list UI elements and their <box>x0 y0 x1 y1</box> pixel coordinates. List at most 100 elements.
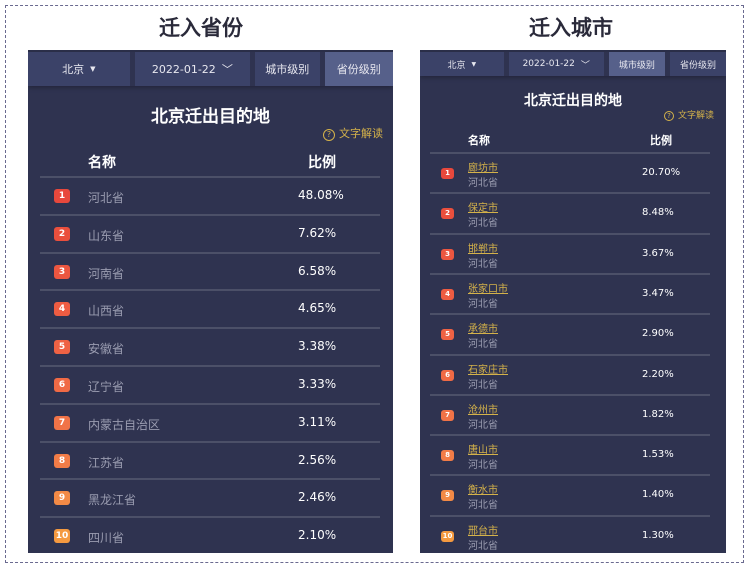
table-row: 9 衡水市 河北省 1.40% <box>430 474 710 515</box>
city-link[interactable]: 保定市 <box>468 203 498 215</box>
rank-badge: 8 <box>54 453 70 468</box>
province-name: 河北省 <box>468 379 498 391</box>
tab-city-level[interactable]: 城市级别 <box>255 52 320 86</box>
ratio-value: 2.56% <box>298 452 337 467</box>
rank-badge: 1 <box>54 189 70 203</box>
ratio-value: 2.20% <box>642 368 674 380</box>
province-name: 河北省 <box>468 540 498 552</box>
column-header-ratio: 比例 <box>650 134 672 147</box>
table-row: 4 张家口市 河北省 3.47% <box>430 272 710 314</box>
column-header-name: 名称 <box>88 155 116 171</box>
text-explain-link[interactable]: ? 文字解读 <box>323 125 383 141</box>
rank-badge: 5 <box>441 329 454 341</box>
province-name: 河北省 <box>468 218 498 230</box>
province-name: 四川省 <box>88 531 125 546</box>
ratio-value: 3.67% <box>642 247 674 259</box>
city-link[interactable]: 承德市 <box>468 324 498 336</box>
ratio-value: 1.30% <box>642 529 674 541</box>
rank-badge: 7 <box>441 409 454 421</box>
rank-badge: 5 <box>54 340 70 355</box>
table-row: 3 邯郸市 河北省 3.67% <box>430 232 710 274</box>
table-row: 3 河南省 6.58% <box>40 251 380 290</box>
table-row: 7 内蒙古自治区 3.11% <box>40 402 380 441</box>
city-link[interactable]: 邢台市 <box>468 525 498 537</box>
rank-badge: 2 <box>441 208 454 220</box>
city-panel: 北京 ▼ 2022-01-22 ﹀ 城市级别 省份级别 北京迁出目的地 ? 文字解读 … <box>420 50 726 553</box>
city-dropdown[interactable]: 北京 ▼ <box>28 52 130 86</box>
table-row: 4 山西省 4.65% <box>40 289 380 327</box>
province-name: 河北省 <box>468 460 498 472</box>
table-row: 10 四川省 2.10% <box>40 516 380 553</box>
province-name: 河南省 <box>88 266 125 281</box>
toolbar: 北京 ▼ 2022-01-22 ﹀ 城市级别 省份级别 <box>28 52 393 86</box>
rank-badge: 6 <box>441 369 454 381</box>
rank-badge: 8 <box>441 450 454 462</box>
province-name: 河北省 <box>468 339 498 351</box>
province-name: 山西省 <box>88 304 125 319</box>
rank-badge: 7 <box>54 415 70 430</box>
table-row: 2 保定市 河北省 8.48% <box>430 192 710 233</box>
ratio-value: 8.48% <box>642 207 674 219</box>
city-value: 北京 <box>447 60 466 71</box>
city-link[interactable]: 沧州市 <box>468 404 498 416</box>
rank-badge: 9 <box>54 491 70 506</box>
rank-badge: 3 <box>54 264 70 279</box>
chevron-down-icon: ﹀ <box>580 60 590 71</box>
panel-title: 北京迁出目的地 <box>151 107 270 127</box>
province-name: 河北省 <box>468 258 498 270</box>
ratio-value: 3.11% <box>298 414 337 429</box>
city-link[interactable]: 石家庄市 <box>468 364 508 376</box>
table-row: 7 沧州市 河北省 1.82% <box>430 393 710 435</box>
ratio-value: 2.90% <box>642 328 674 340</box>
tab-province-level[interactable]: 省份级别 <box>669 52 726 76</box>
table-row: 8 江苏省 2.56% <box>40 440 380 479</box>
help-icon: ? <box>323 129 335 141</box>
city-link[interactable]: 张家口市 <box>468 283 508 295</box>
tab-city-level[interactable]: 城市级别 <box>608 52 665 76</box>
rank-badge: 6 <box>54 378 70 392</box>
date-picker[interactable]: 2022-01-22 ﹀ <box>134 52 251 86</box>
ratio-value: 1.53% <box>642 449 674 461</box>
panel-title: 北京迁出目的地 <box>524 93 622 109</box>
province-name: 河北省 <box>468 298 498 310</box>
heading-left: 迁入省份 <box>159 16 243 40</box>
ratio-value: 2.46% <box>298 490 337 505</box>
province-name: 河北省 <box>468 178 498 189</box>
province-name: 黑龙江省 <box>88 493 137 508</box>
city-link[interactable]: 邯郸市 <box>468 243 498 255</box>
help-label: 文字解读 <box>339 127 383 140</box>
rank-badge: 4 <box>54 302 70 317</box>
date-picker[interactable]: 2022-01-22 ﹀ <box>508 52 604 76</box>
province-name: 河北省 <box>88 191 125 205</box>
text-explain-link[interactable]: ? 文字解读 <box>663 108 714 121</box>
ratio-value: 48.08% <box>298 188 344 202</box>
help-label: 文字解读 <box>677 111 714 121</box>
ratio-value: 4.65% <box>298 301 337 316</box>
toolbar: 北京 ▼ 2022-01-22 ﹀ 城市级别 省份级别 <box>420 52 726 76</box>
caret-down-icon: ▼ <box>90 65 96 73</box>
ratio-value: 2.10% <box>298 528 337 543</box>
province-name: 河北省 <box>468 500 498 512</box>
province-name: 内蒙古自治区 <box>88 417 161 432</box>
rank-badge: 10 <box>441 530 454 542</box>
ratio-value: 1.40% <box>642 489 674 501</box>
rank-badge: 4 <box>441 288 454 300</box>
table-row: 1 廊坊市 河北省 20.70% <box>430 152 710 193</box>
province-name: 河北省 <box>468 419 498 431</box>
ratio-value: 3.47% <box>642 287 674 299</box>
city-dropdown[interactable]: 北京 ▼ <box>420 52 504 76</box>
city-link[interactable]: 唐山市 <box>468 445 498 457</box>
city-value: 北京 <box>62 63 85 76</box>
province-name: 安徽省 <box>88 342 125 357</box>
ratio-value: 3.33% <box>298 377 337 391</box>
rank-badge: 10 <box>54 529 70 544</box>
city-link[interactable]: 衡水市 <box>468 485 498 497</box>
ratio-value: 7.62% <box>298 225 337 240</box>
ratio-value: 20.70% <box>642 167 681 178</box>
table-row: 5 安徽省 3.38% <box>40 327 380 365</box>
table-row: 1 河北省 48.08% <box>40 176 380 214</box>
tab-province-level[interactable]: 省份级别 <box>324 52 393 86</box>
city-link[interactable]: 廊坊市 <box>468 163 498 174</box>
heading-right: 迁入城市 <box>529 16 613 40</box>
table-row: 6 石家庄市 河北省 2.20% <box>430 353 710 395</box>
